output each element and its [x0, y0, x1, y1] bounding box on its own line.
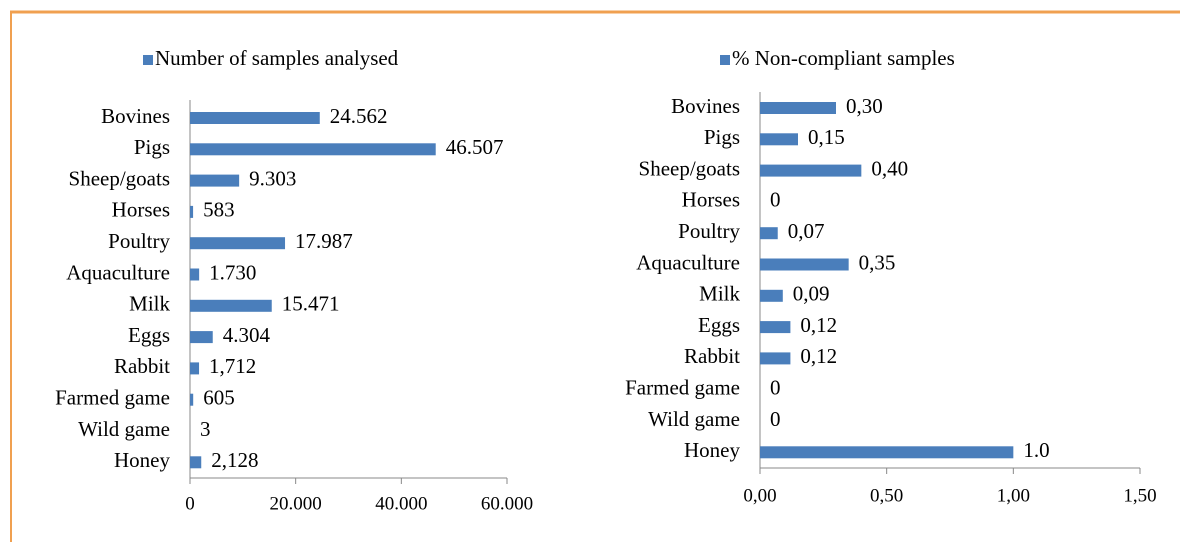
x-tick-label: 0,50 [870, 485, 903, 506]
value-label: 0 [770, 376, 781, 400]
value-label: 0,09 [793, 282, 830, 306]
bar [760, 352, 791, 365]
y-tick-label: Rabbit [684, 344, 740, 368]
x-tick-label: 0 [185, 493, 195, 514]
x-tick-label: 20.000 [270, 493, 322, 514]
y-tick-label: Bovines [101, 104, 170, 128]
y-tick-label: Sheep/goats [69, 166, 170, 190]
bar [760, 258, 849, 271]
y-tick-label: Poultry [108, 229, 170, 253]
value-label: 46.507 [446, 135, 504, 159]
bar [190, 268, 200, 281]
value-label: 605 [203, 386, 235, 410]
bar [760, 289, 783, 302]
bar [760, 227, 778, 240]
value-label: 1.0 [1023, 438, 1049, 462]
value-label: 24.562 [330, 104, 388, 128]
bar [760, 133, 798, 146]
y-tick-label: Aquaculture [66, 260, 170, 284]
value-label: 583 [203, 198, 235, 222]
y-tick-label: Eggs [128, 323, 170, 347]
y-tick-label: Farmed game [625, 376, 740, 400]
value-label: 2,128 [211, 448, 258, 472]
value-label: 1,712 [209, 354, 256, 378]
bar [760, 102, 836, 114]
bar [190, 299, 272, 312]
bar [190, 393, 194, 406]
y-tick-label: Milk [699, 282, 740, 306]
bar [190, 237, 286, 250]
bar [190, 112, 320, 124]
y-tick-label: Wild game [648, 407, 740, 431]
value-label: 17.987 [295, 229, 353, 253]
x-tick-label: 0,00 [743, 485, 776, 506]
y-tick-label: Honey [684, 438, 740, 462]
value-label: 0 [770, 407, 781, 431]
y-tick-label: Poultry [678, 219, 740, 243]
y-tick-label: Sheep/goats [639, 156, 740, 180]
y-tick-label: Pigs [134, 135, 170, 159]
bar [760, 321, 791, 334]
value-label: 0,07 [788, 219, 825, 243]
value-label: 1.730 [209, 260, 256, 284]
y-tick-label: Wild game [78, 417, 170, 441]
legend-label: Number of samples analysed [155, 46, 399, 70]
value-label: 0,15 [808, 125, 845, 149]
y-tick-label: Rabbit [114, 354, 170, 378]
value-label: 0,35 [859, 250, 896, 274]
value-label: 0,12 [800, 313, 837, 337]
x-tick-label: 60.000 [481, 493, 533, 514]
legend-swatch [143, 55, 153, 65]
y-tick-label: Bovines [671, 94, 740, 118]
bar [190, 205, 194, 218]
x-tick-label: 40.000 [375, 493, 427, 514]
y-tick-label: Milk [129, 292, 170, 316]
bar [190, 331, 213, 344]
value-label: 0 [770, 188, 781, 212]
value-label: 3 [200, 417, 211, 441]
y-tick-label: Eggs [698, 313, 740, 337]
y-tick-label: Farmed game [55, 386, 170, 410]
legend-swatch [720, 55, 730, 65]
value-label: 0,30 [846, 94, 883, 118]
value-label: 4.304 [223, 323, 271, 347]
y-tick-label: Pigs [704, 125, 740, 149]
bar [190, 174, 240, 187]
y-tick-label: Aquaculture [636, 250, 740, 274]
x-tick-label: 1,00 [997, 485, 1030, 506]
bar [190, 456, 202, 469]
value-label: 15.471 [282, 292, 340, 316]
bar [190, 362, 200, 375]
value-label: 9.303 [249, 166, 296, 190]
y-tick-label: Horses [682, 188, 740, 212]
bar [190, 143, 436, 156]
bar [760, 164, 862, 177]
bar [760, 446, 1014, 459]
y-tick-label: Horses [112, 198, 170, 222]
value-label: 0,12 [800, 344, 837, 368]
value-label: 0,40 [871, 156, 908, 180]
x-tick-label: 1,50 [1123, 485, 1156, 506]
legend-label: % Non-compliant samples [732, 46, 955, 70]
y-tick-label: Honey [114, 448, 170, 472]
